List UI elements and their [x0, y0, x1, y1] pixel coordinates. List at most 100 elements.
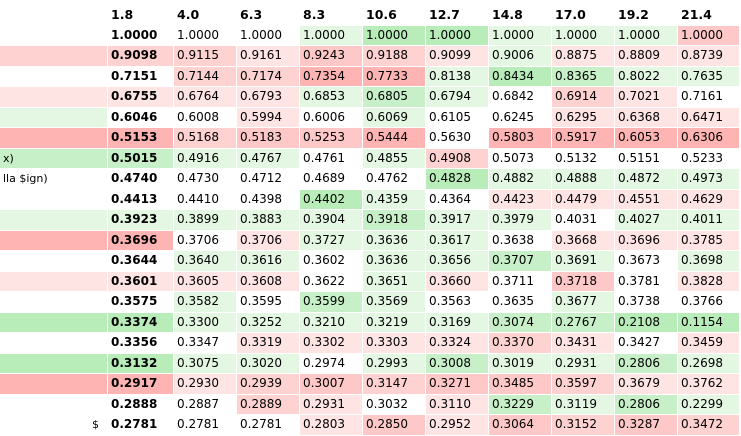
value-cell: 0.3602 [300, 251, 363, 272]
value-cell: 0.8022 [615, 66, 678, 87]
row-label [0, 87, 108, 108]
value-cell: 0.2806 [615, 394, 678, 415]
value-cell: 0.4828 [426, 169, 489, 190]
baseline-value-cell: 0.9098 [108, 46, 174, 67]
value-cell: 0.4479 [552, 189, 615, 210]
column-header: 12.7 [426, 5, 489, 26]
value-cell: 0.2850 [363, 415, 426, 436]
header-label-cell [0, 5, 108, 26]
column-header: 17.0 [552, 5, 615, 26]
baseline-value-cell: 0.3575 [108, 292, 174, 313]
value-cell: 0.5994 [237, 107, 300, 128]
value-cell: 0.3711 [489, 271, 552, 292]
value-cell: 0.4888 [552, 169, 615, 190]
value-cell: 0.3319 [237, 333, 300, 354]
baseline-value-cell: 0.7151 [108, 66, 174, 87]
value-cell: 0.2930 [174, 374, 237, 395]
value-cell: 0.5917 [552, 128, 615, 149]
value-cell: 0.2931 [300, 394, 363, 415]
value-cell: 0.9115 [174, 46, 237, 67]
table-row: x) 0.5015 0.4916 0.4767 0.4761 0.4855 0.4908 0.… [0, 148, 740, 169]
baseline-value-cell: 0.4740 [108, 169, 174, 190]
value-cell: 0.3347 [174, 333, 237, 354]
value-cell: 0.4882 [489, 169, 552, 190]
row-label [0, 353, 108, 374]
value-cell: 0.3636 [363, 230, 426, 251]
value-cell: 0.3706 [174, 230, 237, 251]
table-row: 0.9098 0.9115 0.9161 0.9243 0.9188 0.9099 0.90… [0, 46, 740, 67]
value-cell: 0.2939 [237, 374, 300, 395]
value-cell: 0.1154 [678, 312, 740, 333]
value-cell: 0.6069 [363, 107, 426, 128]
value-cell: 0.3635 [489, 292, 552, 313]
value-cell: 0.3904 [300, 210, 363, 231]
value-cell: 0.5151 [615, 148, 678, 169]
value-cell: 0.3303 [363, 333, 426, 354]
value-cell: 0.3064 [489, 415, 552, 436]
baseline-value-cell: 0.3644 [108, 251, 174, 272]
column-header: 6.3 [237, 5, 300, 26]
value-cell: 1.0000 [678, 25, 740, 46]
header-row: 1.8 4.0 6.3 8.3 10.6 12.7 14.8 17.0 19.2 21.4 [0, 5, 740, 26]
baseline-value-cell: 0.3356 [108, 333, 174, 354]
value-cell: 0.3582 [174, 292, 237, 313]
baseline-value-cell: 0.4413 [108, 189, 174, 210]
table-row: 0.5153 0.5168 0.5183 0.5253 0.5444 0.5630 0.58… [0, 128, 740, 149]
value-cell: 0.3271 [426, 374, 489, 395]
table-row: lla $ign) 0.4740 0.4730 0.4712 0.4689 0.4762 0… [0, 169, 740, 190]
table-row: 0.3132 0.3075 0.3020 0.2974 0.2993 0.3008 0.30… [0, 353, 740, 374]
value-cell: 0.4398 [237, 189, 300, 210]
row-label [0, 312, 108, 333]
value-cell: 0.5253 [300, 128, 363, 149]
value-cell: 0.2299 [678, 394, 740, 415]
value-cell: 0.7144 [174, 66, 237, 87]
value-cell: 0.3828 [678, 271, 740, 292]
table-row: 0.6755 0.6764 0.6793 0.6853 0.6805 0.6794 0.68… [0, 87, 740, 108]
value-cell: 0.8434 [489, 66, 552, 87]
value-cell: 0.3918 [363, 210, 426, 231]
row-label [0, 210, 108, 231]
value-cell: 0.3472 [678, 415, 740, 436]
value-cell: 0.5183 [237, 128, 300, 149]
value-cell: 0.3599 [300, 292, 363, 313]
table-row: 0.3374 0.3300 0.3252 0.3210 0.3219 0.3169 0.30… [0, 312, 740, 333]
value-cell: 0.2887 [174, 394, 237, 415]
table-row: 0.2888 0.2887 0.2889 0.2931 0.3032 0.3110 0.32… [0, 394, 740, 415]
row-label-text: $ [92, 418, 99, 431]
value-cell: 0.3762 [678, 374, 740, 395]
value-cell: 1.0000 [300, 25, 363, 46]
value-cell: 0.4908 [426, 148, 489, 169]
table-row: 1.0000 1.0000 1.0000 1.0000 1.0000 1.0000 1.00… [0, 25, 740, 46]
value-cell: 0.3698 [678, 251, 740, 272]
table-row: 0.3923 0.3899 0.3883 0.3904 0.3918 0.3917 0.39… [0, 210, 740, 231]
value-cell: 0.3727 [300, 230, 363, 251]
value-cell: 0.4767 [237, 148, 300, 169]
value-cell: 0.8138 [426, 66, 489, 87]
value-cell: 0.2952 [426, 415, 489, 436]
value-cell: 0.3738 [615, 292, 678, 313]
baseline-value-cell: 0.2888 [108, 394, 174, 415]
value-cell: 0.5073 [489, 148, 552, 169]
value-cell: 0.5444 [363, 128, 426, 149]
value-cell: 0.2889 [237, 394, 300, 415]
value-cell: 0.3563 [426, 292, 489, 313]
results-table: 1.8 4.0 6.3 8.3 10.6 12.7 14.8 17.0 19.2 21.4 1.0… [0, 5, 740, 436]
value-cell: 0.4359 [363, 189, 426, 210]
value-cell: 0.6306 [678, 128, 740, 149]
value-cell: 0.4730 [174, 169, 237, 190]
baseline-value-cell: 0.3374 [108, 312, 174, 333]
table-row: 0.2917 0.2930 0.2939 0.3007 0.3147 0.3271 0.34… [0, 374, 740, 395]
table-row: 0.3356 0.3347 0.3319 0.3302 0.3303 0.3324 0.33… [0, 333, 740, 354]
value-cell: 0.4689 [300, 169, 363, 190]
value-cell: 0.3677 [552, 292, 615, 313]
row-label [0, 292, 108, 313]
value-cell: 0.4762 [363, 169, 426, 190]
value-cell: 0.6006 [300, 107, 363, 128]
value-cell: 0.5803 [489, 128, 552, 149]
value-cell: 0.8809 [615, 46, 678, 67]
value-cell: 0.3656 [426, 251, 489, 272]
value-cell: 0.3640 [174, 251, 237, 272]
column-header: 14.8 [489, 5, 552, 26]
row-label [0, 333, 108, 354]
baseline-value-cell: 0.2781 [108, 415, 174, 436]
